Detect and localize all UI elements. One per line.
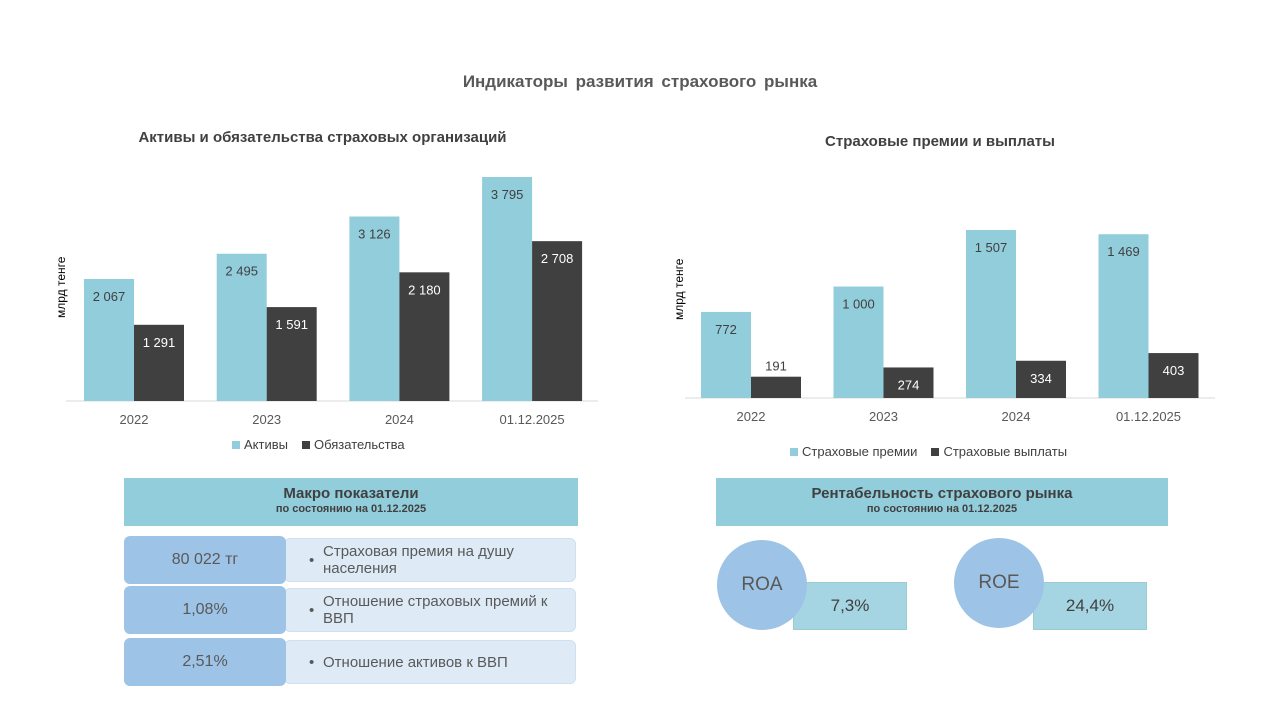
bar-secondary (1016, 360, 1066, 398)
bar-secondary (751, 376, 801, 398)
bar-primary (84, 278, 134, 401)
bar-primary (482, 177, 533, 401)
bar-secondary (532, 241, 583, 401)
macro-subtitle: по состоянию на 01.12.2025 (275, 503, 427, 515)
profit-subtitle: по состоянию на 01.12.2025 (866, 503, 1018, 515)
macro-desc: • Отношение активов к ВВП (284, 640, 576, 684)
bar-primary (216, 253, 267, 401)
macro-title: Макро показатели (283, 485, 419, 502)
bar-secondary (266, 307, 317, 401)
legend-item-assets: Активы (232, 437, 288, 452)
legend-item-payouts: Страховые выплаты (931, 444, 1067, 459)
bar-primary (349, 216, 400, 401)
page-title: Индикаторы развития страхового рынка (462, 72, 818, 91)
data-label: 2 067 (93, 289, 126, 304)
bar-secondary (883, 367, 934, 398)
bar-primary (701, 311, 751, 398)
roe-circle: ROE (954, 538, 1044, 628)
roa-value: 7,3% (793, 582, 907, 630)
data-label: 1 591 (275, 317, 308, 332)
legend-item-premiums: Страховые премии (790, 444, 917, 459)
bar-secondary (134, 324, 184, 401)
macro-row: 1,08% • Отношение страховых премий к ВВП (124, 586, 578, 634)
bar-primary (833, 286, 884, 398)
macro-header: Макро показатели по состоянию на 01.12.2… (124, 478, 578, 526)
macro-value: 80 022 тг (124, 536, 286, 584)
x-tick-label: 01.12.2025 (1116, 409, 1181, 424)
macro-value: 2,51% (124, 638, 286, 686)
x-tick-label: 2024 (1002, 409, 1031, 424)
data-label: 191 (765, 359, 787, 374)
data-label: 1 507 (975, 240, 1008, 255)
chart-assets-liabilities: 2 067 1 291 2022 2 495 1 591 2023 3 126 2 180 20… (66, 177, 598, 427)
data-label: 1 469 (1107, 244, 1140, 259)
chart-title-assets: Активы и обязательства страховых организ… (138, 129, 507, 146)
x-tick-label: 2024 (385, 412, 414, 427)
data-label: 1 000 (842, 297, 875, 312)
profit-header: Рентабельность страхового рынка по состо… (716, 478, 1168, 526)
chart-title-premiums: Страховые премии и выплаты (825, 133, 1055, 150)
data-label: 274 (898, 377, 920, 392)
profit-title: Рентабельность страхового рынка (811, 485, 1073, 502)
data-label: 334 (1030, 371, 1052, 386)
macro-row: 2,51% • Отношение активов к ВВП (124, 638, 578, 686)
data-label: 772 (715, 322, 737, 337)
x-tick-label: 2023 (869, 409, 898, 424)
legend-assets: Активы Обязательства (232, 437, 405, 452)
macro-desc: • Страховая премия на душу населения (284, 538, 576, 582)
data-label: 2 180 (408, 282, 441, 297)
x-tick-label: 2023 (252, 412, 281, 427)
x-tick-label: 2022 (737, 409, 766, 424)
data-label: 1 291 (143, 335, 176, 350)
x-tick-label: 2022 (120, 412, 149, 427)
bar-secondary (399, 272, 450, 401)
data-label: 2 495 (225, 264, 258, 279)
roe-value: 24,4% (1033, 582, 1147, 630)
chart-premiums-payouts: 772 191 2022 1 000 274 2023 1 507 334 2024 1 469 4… (685, 230, 1215, 424)
data-label: 2 708 (541, 251, 574, 266)
data-label: 3 126 (358, 226, 391, 241)
macro-desc: • Отношение страховых премий к ВВП (284, 588, 576, 632)
data-label: 3 795 (491, 187, 524, 202)
legend-item-liabilities: Обязательства (301, 437, 405, 452)
macro-value: 1,08% (124, 586, 286, 634)
data-label: 403 (1163, 363, 1185, 378)
bar-primary (966, 230, 1016, 398)
bar-primary (1098, 234, 1149, 398)
bar-secondary (1148, 353, 1199, 398)
roa-circle: ROA (717, 540, 807, 630)
legend-premiums: Страховые премии Страховые выплаты (790, 444, 1067, 459)
macro-row: 80 022 тг • Страховая премия на душу насе… (124, 536, 578, 584)
x-tick-label: 01.12.2025 (500, 412, 565, 427)
